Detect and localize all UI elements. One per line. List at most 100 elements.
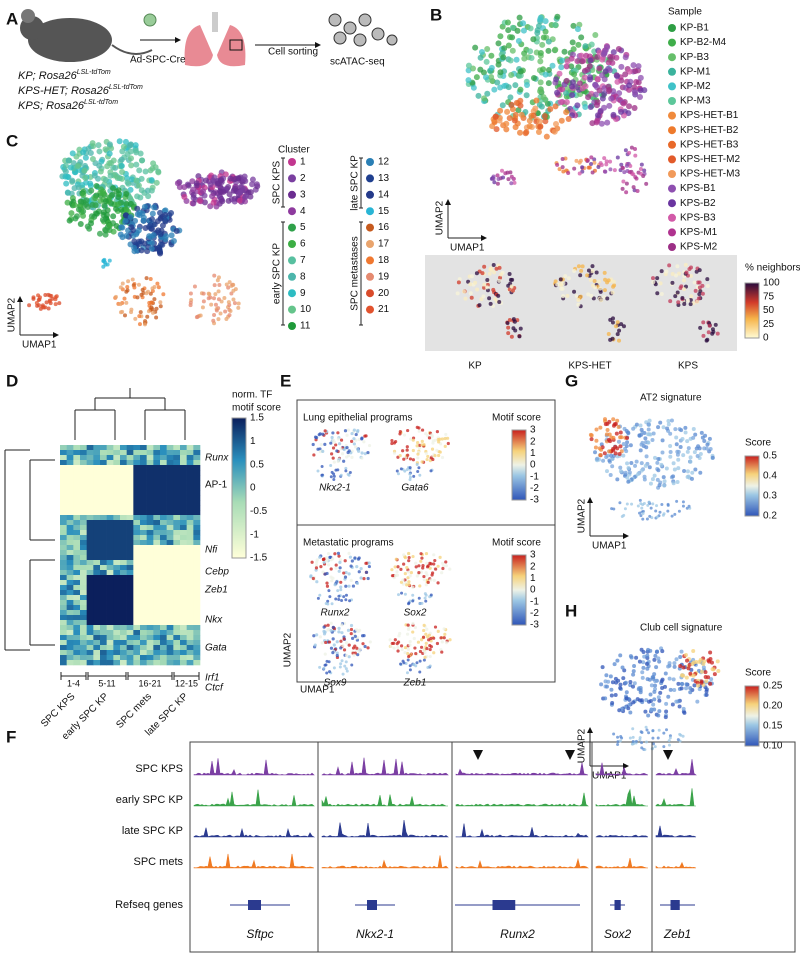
- umap-point: [352, 437, 356, 441]
- umap-point: [652, 742, 656, 746]
- heatmap-cell: [93, 655, 101, 661]
- umap-point: [73, 213, 80, 220]
- umap-point: [366, 576, 370, 581]
- umap-point: [348, 599, 352, 603]
- umap-point: [661, 513, 665, 517]
- umap-point: [620, 165, 625, 170]
- heatmap-cell: [160, 630, 167, 636]
- heatmap-cell: [133, 490, 141, 496]
- heatmap-cell: [73, 535, 81, 541]
- umap-point: [626, 82, 633, 89]
- umap-point: [344, 584, 348, 588]
- umap-point: [497, 278, 502, 283]
- umap-point: [439, 636, 443, 640]
- umap-point: [633, 463, 638, 468]
- umap-point: [616, 740, 620, 744]
- umap-point: [123, 190, 130, 197]
- umap-point: [345, 433, 349, 437]
- heatmap-cell: [173, 455, 181, 461]
- umap-point: [336, 551, 341, 555]
- umap-point: [420, 439, 424, 443]
- legend-label: KPS-HET-M2: [680, 154, 740, 165]
- heatmap-cell: [146, 660, 154, 666]
- colorbar-tick-label: 0.2: [763, 511, 777, 522]
- heatmap-cell: [80, 480, 87, 486]
- umap-point: [423, 655, 427, 659]
- heatmap-cell: [153, 445, 161, 451]
- umap-point: [222, 295, 227, 300]
- genotype-superscript: LSL-tdTom: [109, 84, 143, 91]
- umap-point: [332, 643, 336, 647]
- legend-label: KP-B2-M4: [680, 37, 727, 48]
- umap-point: [446, 441, 450, 446]
- heatmap-cell: [180, 600, 187, 606]
- heatmap-cell: [186, 625, 194, 631]
- umap-point: [671, 461, 676, 466]
- umap-point: [537, 88, 544, 95]
- heatmap-cell: [113, 660, 121, 666]
- umap-point: [607, 458, 612, 463]
- umap-point: [574, 102, 581, 109]
- heatmap-cell: [66, 480, 74, 486]
- umap-point: [339, 639, 343, 643]
- heatmap-cell: [146, 590, 154, 596]
- umap-point: [635, 189, 640, 194]
- umap-point: [590, 170, 595, 175]
- panel-label: A: [6, 9, 18, 28]
- heatmap-cell: [193, 570, 201, 576]
- umap-point: [506, 331, 511, 336]
- umap-point: [700, 435, 705, 440]
- umap-point: [362, 440, 366, 444]
- legend-label: 2: [300, 173, 306, 184]
- umap-point: [428, 561, 432, 565]
- heatmap-cell: [173, 490, 181, 496]
- umap-point: [136, 282, 141, 287]
- heatmap-cell: [160, 460, 167, 466]
- umap-point: [448, 638, 452, 642]
- legend-label: 17: [378, 239, 390, 250]
- umap-point: [331, 637, 335, 641]
- umap-point: [497, 84, 504, 91]
- umap-point: [62, 173, 69, 180]
- umap-point: [322, 625, 326, 629]
- heatmap-cell: [193, 495, 201, 501]
- heatmap-cell: [80, 460, 87, 466]
- heatmap-cell: [160, 465, 167, 471]
- umap-point: [155, 169, 162, 176]
- heatmap-cell: [166, 465, 174, 471]
- umap-point: [217, 283, 222, 288]
- umap-point: [507, 57, 514, 64]
- heatmap-cell: [153, 610, 161, 616]
- heatmap-cell: [186, 635, 194, 641]
- umap-point: [421, 566, 425, 570]
- heatmap-cell: [86, 505, 94, 511]
- heatmap-cell: [133, 550, 141, 556]
- umap-point: [569, 39, 576, 46]
- umap-point: [624, 449, 629, 454]
- umap-point: [406, 576, 410, 580]
- umap-point: [645, 517, 649, 521]
- umap-point: [417, 571, 421, 575]
- umap-point: [692, 280, 697, 285]
- heatmap-cell: [106, 520, 114, 526]
- umap-point: [585, 158, 590, 163]
- legend-label: KPS-HET-B3: [680, 139, 739, 150]
- legend-label: KP-B3: [680, 52, 709, 63]
- umap-point: [533, 97, 540, 104]
- colorbar-tick-label: 0.4: [763, 471, 777, 482]
- umap-point: [389, 644, 393, 648]
- heatmap-cell: [60, 560, 67, 566]
- heatmap-cell: [60, 640, 67, 646]
- umap-point: [662, 731, 666, 735]
- heatmap-cell: [193, 500, 201, 506]
- umap-point: [411, 554, 415, 559]
- heatmap-cell: [166, 450, 174, 456]
- heatmap-cell: [160, 470, 167, 476]
- umap-point: [397, 593, 401, 597]
- umap-point: [614, 431, 619, 436]
- heatmap-cell: [66, 585, 74, 591]
- heatmap-cell: [186, 660, 194, 666]
- umap-point: [332, 666, 336, 670]
- legend-label: 7: [300, 255, 306, 266]
- heatmap-cell: [140, 450, 147, 456]
